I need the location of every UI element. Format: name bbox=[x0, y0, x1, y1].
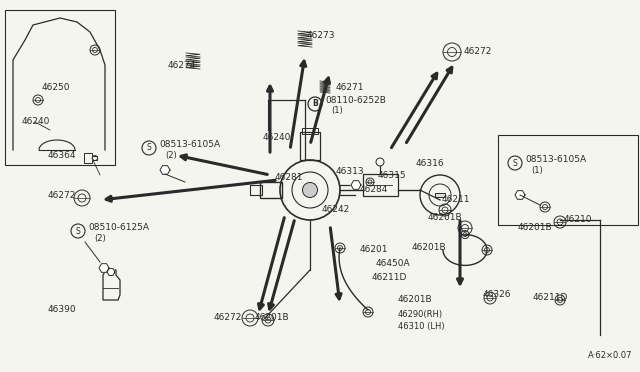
Text: 46201B: 46201B bbox=[518, 222, 552, 231]
Text: 46274: 46274 bbox=[168, 61, 196, 70]
Text: 46364: 46364 bbox=[48, 151, 77, 160]
Text: 46211D: 46211D bbox=[533, 294, 568, 302]
Text: (2): (2) bbox=[94, 234, 106, 243]
Text: 08110-6252B: 08110-6252B bbox=[325, 96, 386, 105]
Text: (2): (2) bbox=[165, 151, 177, 160]
Text: 46211D: 46211D bbox=[372, 273, 408, 282]
Circle shape bbox=[303, 183, 317, 198]
Text: 46450A: 46450A bbox=[376, 259, 411, 267]
Text: 08510-6125A: 08510-6125A bbox=[88, 223, 149, 232]
Text: 46271: 46271 bbox=[336, 83, 365, 93]
Text: 46201B: 46201B bbox=[412, 244, 447, 253]
Text: S: S bbox=[76, 227, 81, 235]
Text: 46313: 46313 bbox=[336, 167, 365, 176]
Text: 46201B: 46201B bbox=[428, 214, 463, 222]
Polygon shape bbox=[107, 269, 115, 275]
Text: 46210: 46210 bbox=[564, 215, 593, 224]
Text: 46201B: 46201B bbox=[398, 295, 433, 305]
Text: 08513-6105A: 08513-6105A bbox=[159, 140, 220, 149]
Text: 46326: 46326 bbox=[483, 290, 511, 299]
Bar bbox=[300, 132, 320, 160]
Bar bbox=[250, 185, 262, 195]
Text: (1): (1) bbox=[331, 106, 343, 115]
Text: S: S bbox=[147, 144, 152, 153]
Text: 46201B: 46201B bbox=[255, 313, 290, 322]
Text: 46390: 46390 bbox=[48, 305, 77, 314]
Bar bbox=[363, 174, 398, 196]
Text: 46315: 46315 bbox=[378, 170, 406, 180]
Text: 46211: 46211 bbox=[442, 196, 470, 205]
Text: 46201: 46201 bbox=[360, 246, 388, 254]
Polygon shape bbox=[99, 264, 109, 272]
Bar bbox=[5, 10, 115, 165]
Text: 46290(RH): 46290(RH) bbox=[398, 310, 443, 318]
Polygon shape bbox=[160, 166, 170, 174]
Bar bbox=[498, 135, 638, 225]
Text: A·62×0.07: A·62×0.07 bbox=[588, 351, 632, 360]
Polygon shape bbox=[351, 181, 361, 189]
Text: 46273: 46273 bbox=[307, 32, 335, 41]
Text: 46310 (LH): 46310 (LH) bbox=[398, 321, 445, 330]
Text: B: B bbox=[312, 99, 318, 109]
Bar bbox=[260, 182, 282, 198]
Polygon shape bbox=[515, 191, 525, 199]
Text: 46240: 46240 bbox=[22, 118, 51, 126]
Text: 46250: 46250 bbox=[42, 83, 70, 93]
Text: 46281: 46281 bbox=[275, 173, 303, 183]
Text: 46240: 46240 bbox=[263, 134, 291, 142]
Bar bbox=[302, 128, 318, 134]
Bar bbox=[435, 193, 445, 197]
Text: 08513-6105A: 08513-6105A bbox=[525, 155, 586, 164]
Text: S: S bbox=[513, 158, 517, 167]
Text: 46272: 46272 bbox=[464, 46, 492, 55]
Text: 46316: 46316 bbox=[416, 158, 445, 167]
Text: 46272: 46272 bbox=[214, 313, 243, 322]
Text: (1): (1) bbox=[531, 166, 543, 175]
Text: 46272: 46272 bbox=[48, 191, 76, 200]
Text: 46242: 46242 bbox=[322, 205, 350, 215]
Text: 46284: 46284 bbox=[360, 186, 388, 195]
